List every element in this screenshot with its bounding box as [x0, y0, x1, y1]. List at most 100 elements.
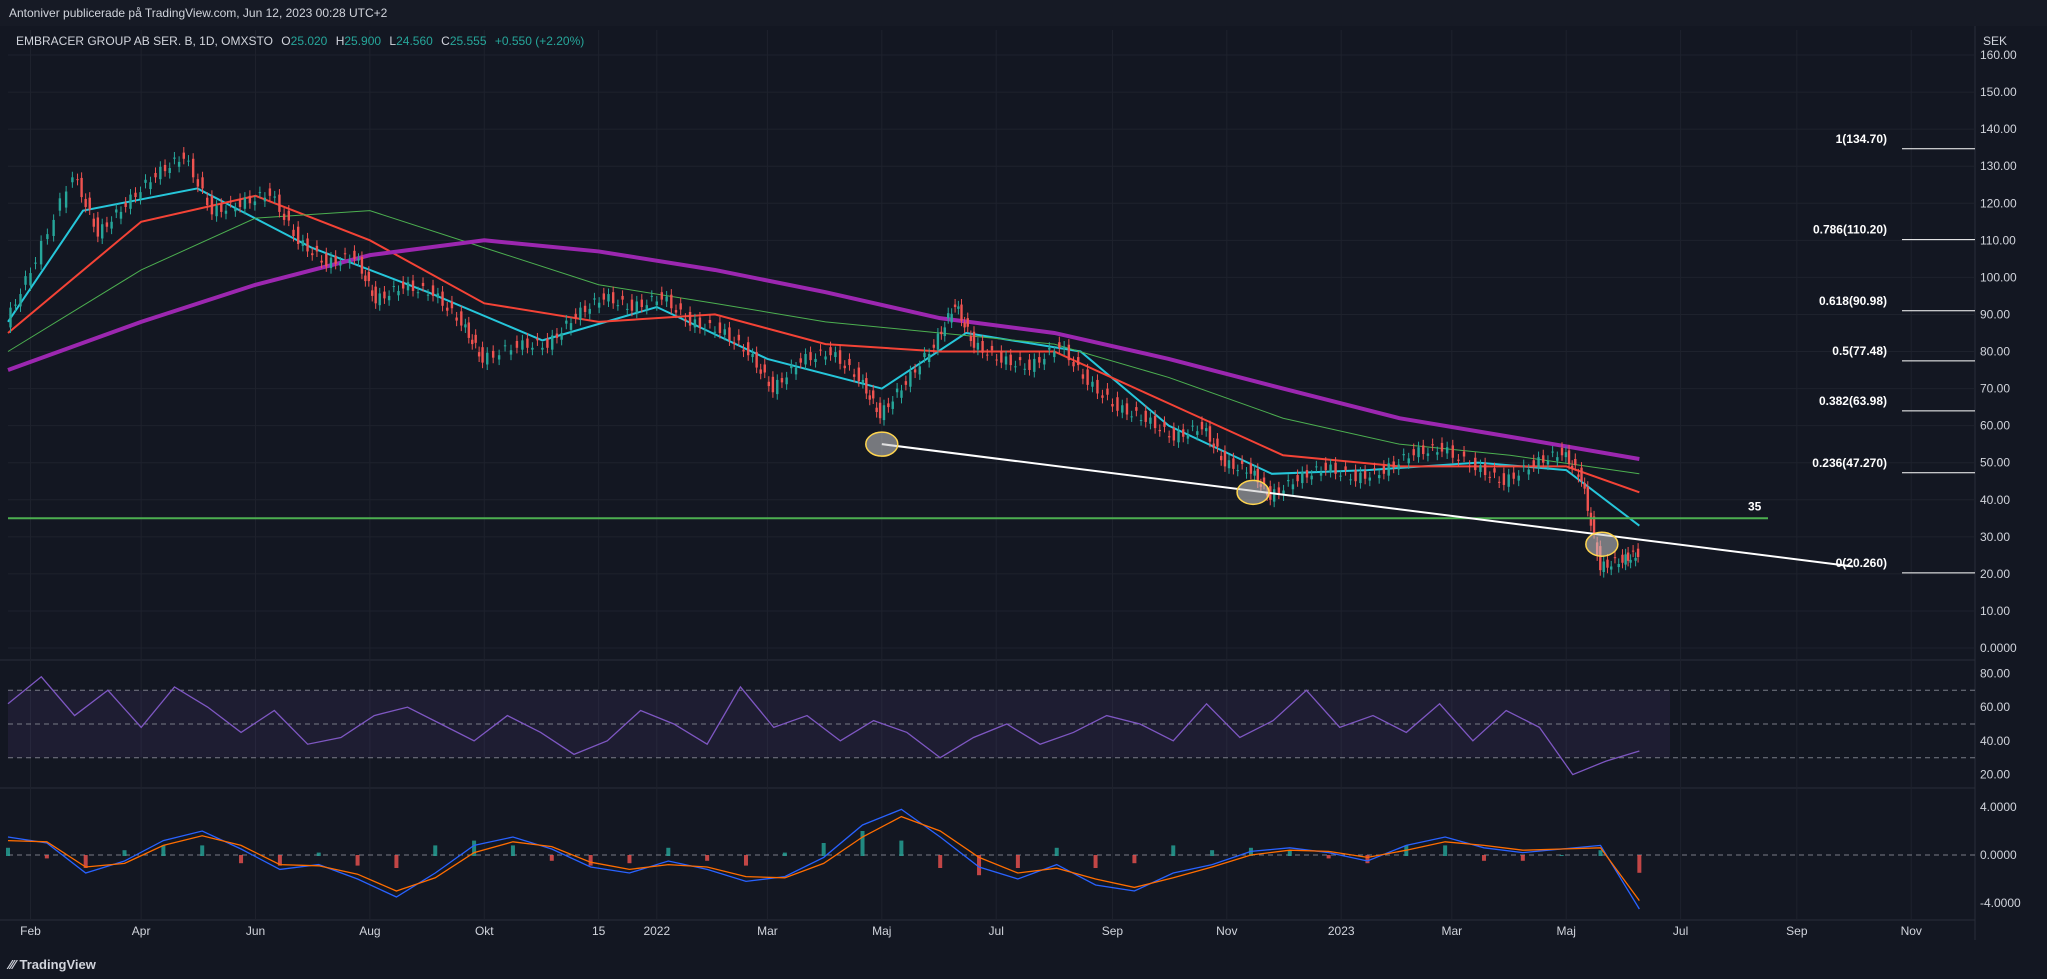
candle-body: [1468, 465, 1471, 468]
candle-body: [1397, 464, 1400, 470]
candle-body: [878, 402, 882, 419]
macd-line: [7, 808, 1640, 910]
candle-body: [703, 329, 707, 331]
candle-body: [630, 299, 634, 311]
candle-body: [1004, 356, 1008, 365]
candle-body: [1240, 460, 1244, 464]
candle-body: [940, 331, 943, 335]
candle-body: [1474, 457, 1477, 471]
candle-body: [583, 305, 587, 312]
candle-body: [348, 260, 351, 264]
tradingview-logo-icon[interactable]: ⁄⁄⁄: [9, 957, 16, 972]
candle-body: [1121, 405, 1124, 413]
candle-body: [1245, 472, 1248, 474]
candle-body: [149, 182, 152, 190]
candle-body: [154, 172, 157, 178]
candle-body: [1096, 379, 1099, 394]
candle-body: [446, 307, 449, 311]
candle-body: [343, 253, 347, 255]
candle-body: [1256, 468, 1259, 483]
candle-body: [1038, 357, 1041, 363]
time-tick-label: 2022: [643, 924, 670, 938]
candle-body: [607, 294, 610, 302]
low-label: L: [389, 34, 397, 48]
rsi-tick-label: 20.00: [1980, 768, 2010, 782]
candle-body: [1631, 550, 1635, 552]
candle-body: [1177, 431, 1180, 443]
candle-body: [737, 334, 741, 341]
candle-body: [1580, 467, 1583, 482]
candle-body: [1227, 460, 1231, 469]
candle-body: [273, 196, 276, 198]
candle-body: [1077, 357, 1080, 366]
candle-body: [1223, 450, 1227, 467]
candle-body: [191, 158, 195, 178]
candle-body: [963, 322, 966, 328]
macd-histogram-bar: [1132, 855, 1137, 864]
candle-body: [96, 217, 100, 237]
candle-body: [1149, 417, 1152, 424]
candle-body: [24, 276, 27, 285]
candle-body: [767, 381, 771, 387]
candle-body: [776, 379, 779, 395]
candle-body: [243, 197, 247, 209]
candle-body: [464, 324, 467, 328]
macd-histogram-bar: [277, 855, 282, 866]
price-tick-label: 70.00: [1980, 382, 2010, 396]
candle-body: [1551, 451, 1554, 453]
candle-body: [426, 294, 430, 296]
candle-body: [134, 192, 137, 198]
rsi-tick-label: 40.00: [1980, 734, 2010, 748]
candle-body: [693, 319, 697, 328]
candle-body: [1422, 445, 1425, 455]
candle-body: [1556, 457, 1559, 461]
brand-name[interactable]: TradingView: [19, 957, 96, 972]
candle-body: [1599, 546, 1602, 571]
candle-body: [799, 358, 802, 363]
candle-body: [1617, 563, 1620, 568]
candle-body: [1339, 475, 1342, 477]
candle-body: [747, 342, 750, 356]
candle-body: [1586, 486, 1589, 511]
candle-body: [531, 347, 534, 350]
symbol-name[interactable]: EMBRACER GROUP AB SER. B, 1D, OMXSTO: [16, 34, 273, 48]
candle-body: [215, 205, 218, 217]
candle-body: [718, 322, 722, 333]
change-value: +0.550 (+2.20%): [494, 34, 585, 48]
rsi-tick-label: 80.00: [1980, 666, 2010, 680]
candle-body: [282, 213, 286, 220]
candle-body: [1402, 454, 1405, 456]
candle-body: [1457, 459, 1460, 461]
time-tick-label: Mar: [1442, 924, 1463, 938]
macd-histogram-bar: [666, 847, 671, 856]
price-tick-label: 40.00: [1980, 493, 2010, 507]
moving-average-line: [7, 187, 1640, 527]
candle-body: [913, 369, 917, 373]
candle-body: [1091, 381, 1094, 387]
candle-body: [374, 286, 377, 304]
candle-body: [957, 306, 960, 309]
candle-body: [1349, 479, 1352, 481]
candle-body: [1172, 428, 1176, 441]
candle-body: [751, 353, 754, 358]
candle-body: [966, 318, 969, 327]
candle-body: [932, 344, 936, 348]
price-tick-label: 60.00: [1980, 419, 2010, 433]
candle-body: [339, 262, 342, 266]
candle-body: [248, 195, 252, 204]
macd-tick-label: 0.0000: [1980, 848, 2017, 862]
candle-body: [1033, 358, 1036, 372]
candle-body: [278, 194, 281, 212]
candle-body: [491, 350, 495, 358]
close-label: C: [441, 34, 450, 48]
candle-body: [1431, 444, 1434, 446]
candle-body: [904, 381, 908, 385]
candle-body: [1577, 474, 1580, 477]
candle-body: [477, 352, 481, 357]
macd-histogram-bar: [6, 847, 10, 856]
macd-histogram-bar: [44, 855, 49, 859]
candle-body: [824, 356, 827, 360]
fib-level-label: 1(134.70): [1836, 132, 1887, 146]
candle-body: [421, 282, 425, 287]
